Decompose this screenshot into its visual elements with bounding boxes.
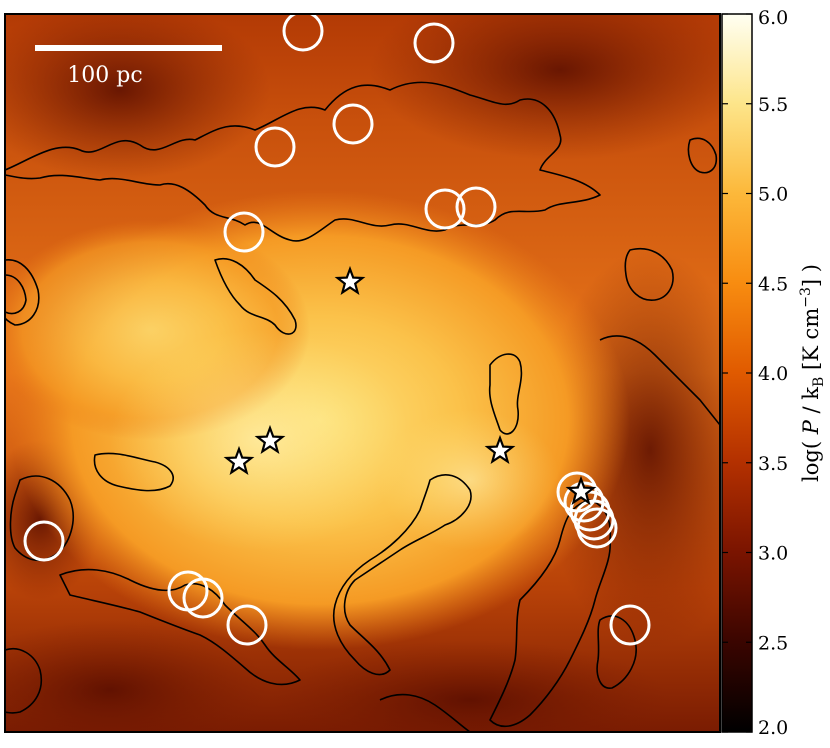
source-circle xyxy=(23,520,65,562)
colorbar-tick-label: 6.0 xyxy=(758,7,788,29)
colorbar-title-unit: [K cm xyxy=(799,308,823,377)
colorbar-tick-label: 2.0 xyxy=(758,717,788,739)
colorbar-tick-label: 5.5 xyxy=(758,94,788,116)
scale-bar-label: 100 pc xyxy=(67,63,142,88)
source-circle xyxy=(223,211,265,253)
star-marker xyxy=(565,475,597,506)
contour-line xyxy=(5,81,601,242)
colorbar-tick-label: 4.5 xyxy=(758,273,788,295)
source-circle xyxy=(576,507,618,549)
source-circle xyxy=(182,577,224,619)
contour-line xyxy=(379,693,471,732)
colorbar-ticks: 6.0 5.5 5.0 4.5 4.0 3.5 3.0 2.5 2.0 xyxy=(722,7,788,739)
contour-line xyxy=(624,248,674,301)
contour-line xyxy=(93,452,174,492)
contour-line xyxy=(596,615,637,689)
source-circle xyxy=(455,186,497,228)
star-marker xyxy=(254,424,286,455)
source-circle xyxy=(609,604,651,646)
dark-region xyxy=(5,14,270,180)
source-circle xyxy=(254,126,296,168)
contour-line xyxy=(59,568,301,686)
contour-line xyxy=(214,258,297,335)
source-circle xyxy=(413,22,455,64)
contour-line xyxy=(5,274,27,315)
colorbar-title-var: P xyxy=(799,419,823,435)
density-contours xyxy=(5,81,720,732)
star-marker xyxy=(484,434,516,465)
colorbar-tick-label: 5.0 xyxy=(758,184,788,206)
star-markers xyxy=(223,265,597,506)
star-marker xyxy=(334,265,366,296)
map-frame xyxy=(4,13,721,733)
dark-region xyxy=(5,620,270,732)
pressure-map: 100 pc xyxy=(5,14,720,732)
colorbar-title-sup: −3 xyxy=(798,287,814,308)
source-circle xyxy=(226,604,268,646)
colorbar: 6.0 5.5 5.0 4.5 4.0 3.5 3.0 2.5 2.0 log( P / kB … xyxy=(721,7,827,739)
contour-line xyxy=(5,648,42,714)
colorbar-title: log( P / kB [K cm−3] ) xyxy=(798,264,827,482)
hot-core xyxy=(380,410,560,550)
dark-region xyxy=(270,640,670,732)
contour-line xyxy=(599,335,720,426)
source-circle xyxy=(332,103,374,145)
colorbar-tick-label: 2.5 xyxy=(758,632,788,654)
colorbar-title-sub: B xyxy=(811,377,827,387)
dark-region xyxy=(370,14,720,160)
colorbar-tick-label: 4.0 xyxy=(758,363,788,385)
colorbar-title-mid: / k xyxy=(799,387,823,420)
contour-line xyxy=(5,259,40,326)
scale-bar: 100 pc xyxy=(35,45,222,88)
colorbar-tick-label: 3.5 xyxy=(758,453,788,475)
contour-line xyxy=(687,137,718,174)
source-circle xyxy=(424,188,466,230)
colorbar-title-prefix: log( xyxy=(799,434,823,482)
contour-line xyxy=(332,474,472,676)
star-marker xyxy=(223,445,255,476)
colorbar-title-end: ] ) xyxy=(799,264,823,287)
scale-bar-line xyxy=(35,45,222,51)
colorbar-tick-label: 3.0 xyxy=(758,543,788,565)
source-circle xyxy=(282,14,324,52)
contour-line xyxy=(488,353,523,435)
